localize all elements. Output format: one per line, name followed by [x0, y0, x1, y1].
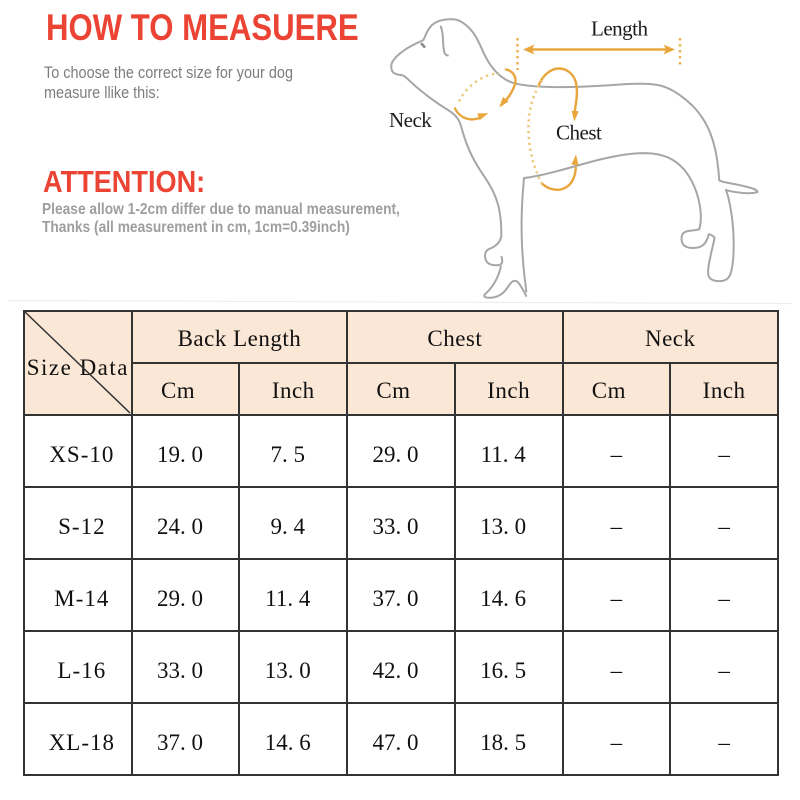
svg-text:Length: Length	[591, 17, 648, 41]
svg-text:Neck: Neck	[389, 108, 432, 132]
svg-text:Chest: Chest	[556, 121, 602, 145]
